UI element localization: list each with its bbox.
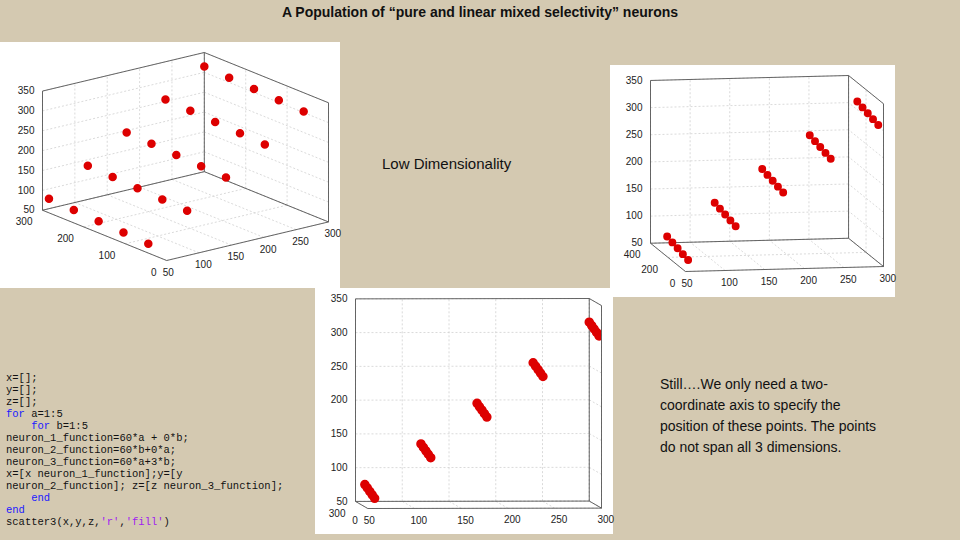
svg-text:150: 150: [18, 165, 35, 176]
svg-text:50: 50: [163, 267, 175, 278]
svg-text:200: 200: [18, 145, 35, 156]
svg-text:250: 250: [551, 514, 568, 525]
svg-text:150: 150: [331, 428, 348, 439]
svg-text:250: 250: [18, 125, 35, 136]
html-text:Still….We only need a two-coor: Still….We only need a two-coordinate axi…: [660, 376, 877, 455]
html-text:x=[];: x=[];: [6, 372, 38, 384]
html-text:A Population of “pure and line: A Population of “pure and linear mixed s…: [281, 4, 679, 20]
svg-text:150: 150: [626, 183, 643, 194]
html-text:y=[];: y=[];: [6, 384, 38, 396]
svg-text:300: 300: [598, 514, 615, 525]
html-text:scatter3(x,y,z, 'r', 'fill'): scatter3(x,y,z, 'r', 'fill'): [6, 516, 170, 528]
html-text:neuron_1_function=60*a + 0*b;: neuron_1_function=60*a + 0*b;: [6, 432, 189, 444]
svg-text:100: 100: [331, 462, 348, 473]
svg-text:350: 350: [18, 85, 35, 96]
svg-text:200: 200: [57, 233, 74, 244]
svg-text:300: 300: [331, 327, 348, 338]
svg-text:200: 200: [331, 394, 348, 405]
svg-text:350: 350: [626, 75, 643, 86]
svg-text:100: 100: [411, 515, 428, 526]
svg-text:400: 400: [624, 249, 641, 260]
html-text:end: end: [6, 504, 25, 516]
html-text:x=[x neuron_1_function];y=[y: x=[x neuron_1_function];y=[y: [6, 468, 183, 480]
svg-text:100: 100: [195, 259, 212, 270]
html-text:for a=1:5: for a=1:5: [6, 408, 63, 420]
svg-text:200: 200: [641, 264, 658, 275]
svg-text:300: 300: [325, 228, 342, 239]
html-text:neuron_2_function=60*b+0*a;: neuron_2_function=60*b+0*a;: [6, 444, 177, 456]
svg-text:300: 300: [880, 273, 897, 284]
svg-text:0: 0: [670, 278, 676, 289]
svg-text:0: 0: [151, 267, 157, 278]
svg-text:100: 100: [18, 185, 35, 196]
svg-text:150: 150: [761, 276, 778, 287]
html-text:neuron_3_function=60*a+3*b;: neuron_3_function=60*a+3*b;: [6, 456, 177, 468]
svg-text:100: 100: [626, 210, 643, 221]
html-text:neuron_2_function]; z=[z neuro: neuron_2_function]; z=[z neuron_3_functi…: [6, 480, 284, 492]
svg-text:50: 50: [364, 515, 376, 526]
svg-text:300: 300: [16, 216, 33, 227]
svg-text:200: 200: [504, 514, 521, 525]
svg-text:200: 200: [626, 156, 643, 167]
html-text:z=[];: z=[];: [6, 396, 38, 408]
svg-text:250: 250: [331, 361, 348, 372]
svg-text:200: 200: [800, 275, 817, 286]
svg-text:0: 0: [352, 515, 358, 526]
svg-text:250: 250: [292, 236, 309, 247]
svg-text:50: 50: [681, 278, 693, 289]
svg-text:350: 350: [331, 293, 348, 304]
svg-text:50: 50: [23, 204, 35, 215]
svg-text:300: 300: [626, 102, 643, 113]
svg-text:50: 50: [631, 237, 643, 248]
svg-text:150: 150: [227, 251, 244, 262]
html-text:for b=1:5: for b=1:5: [31, 420, 88, 432]
svg-text:250: 250: [840, 274, 857, 285]
svg-text:200: 200: [260, 244, 277, 255]
html-text:end: end: [31, 492, 51, 504]
svg-text:100: 100: [99, 250, 116, 261]
svg-text:300: 300: [329, 508, 346, 519]
svg-text:300: 300: [18, 105, 35, 116]
svg-text:150: 150: [457, 515, 474, 526]
html-text:Low Dimensionality: Low Dimensionality: [382, 155, 512, 172]
svg-text:50: 50: [336, 496, 348, 507]
svg-text:100: 100: [721, 277, 738, 288]
svg-text:250: 250: [626, 129, 643, 140]
